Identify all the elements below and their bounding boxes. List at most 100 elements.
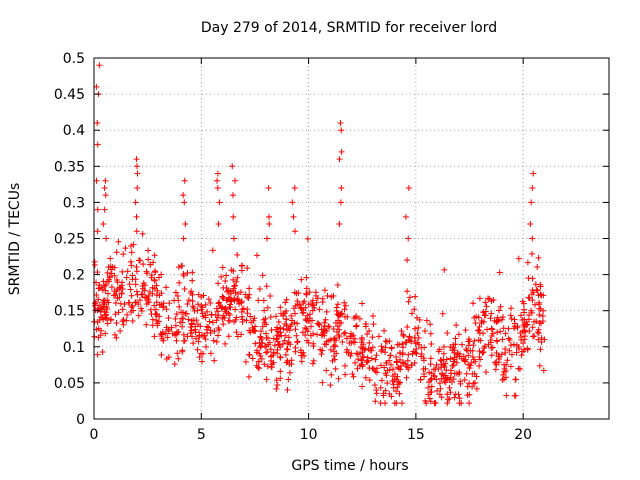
data-point bbox=[222, 340, 229, 347]
data-point bbox=[180, 192, 187, 199]
data-point bbox=[481, 343, 488, 350]
data-point bbox=[283, 307, 290, 314]
y-tick-label: 0.35 bbox=[54, 159, 85, 175]
data-point bbox=[328, 293, 335, 300]
data-point bbox=[371, 382, 378, 389]
data-point bbox=[277, 375, 284, 382]
data-point bbox=[118, 290, 125, 297]
data-point bbox=[447, 367, 454, 374]
data-point bbox=[196, 333, 203, 340]
data-point bbox=[342, 362, 349, 369]
data-point bbox=[388, 393, 395, 400]
data-point bbox=[428, 370, 435, 377]
data-point bbox=[526, 328, 533, 335]
data-point bbox=[369, 344, 376, 351]
data-point bbox=[126, 281, 133, 288]
data-point bbox=[211, 357, 218, 364]
data-point bbox=[394, 341, 401, 348]
data-point bbox=[427, 330, 434, 337]
data-point bbox=[194, 346, 201, 353]
data-point bbox=[342, 329, 349, 336]
data-point bbox=[321, 287, 328, 294]
data-point bbox=[381, 327, 388, 334]
data-point bbox=[243, 317, 250, 324]
data-point bbox=[139, 230, 146, 237]
data-point bbox=[234, 274, 241, 281]
data-point bbox=[185, 316, 192, 323]
data-point bbox=[114, 286, 121, 293]
data-point bbox=[433, 362, 440, 369]
data-point bbox=[316, 322, 323, 329]
data-point bbox=[400, 332, 407, 339]
data-point bbox=[255, 297, 262, 304]
data-point bbox=[418, 351, 425, 358]
data-point bbox=[207, 350, 214, 357]
data-point bbox=[273, 335, 280, 342]
data-point bbox=[361, 346, 368, 353]
data-point bbox=[493, 317, 500, 324]
data-point bbox=[294, 297, 301, 304]
data-point bbox=[273, 377, 280, 384]
data-point bbox=[420, 366, 427, 373]
data-point bbox=[383, 359, 390, 366]
data-point bbox=[122, 245, 129, 252]
data-point bbox=[203, 343, 210, 350]
data-point bbox=[264, 304, 271, 311]
data-point bbox=[338, 127, 345, 134]
y-tick-label: 0.45 bbox=[54, 87, 85, 103]
data-point bbox=[484, 326, 491, 333]
data-point bbox=[148, 274, 155, 281]
data-point bbox=[500, 325, 507, 332]
data-point bbox=[536, 319, 543, 326]
data-point bbox=[277, 344, 284, 351]
data-point bbox=[216, 299, 223, 306]
data-point bbox=[194, 321, 201, 328]
data-point bbox=[494, 329, 501, 336]
data-point bbox=[473, 385, 480, 392]
data-point bbox=[366, 377, 373, 384]
data-point bbox=[471, 379, 478, 386]
data-point bbox=[134, 291, 141, 298]
data-point bbox=[189, 303, 196, 310]
data-point bbox=[403, 363, 410, 370]
data-point bbox=[209, 247, 216, 254]
data-point bbox=[500, 371, 507, 378]
data-point bbox=[309, 317, 316, 324]
data-point bbox=[525, 294, 532, 301]
data-point bbox=[538, 334, 545, 341]
data-point bbox=[496, 307, 503, 314]
data-point bbox=[171, 361, 178, 368]
data-point bbox=[403, 339, 410, 346]
data-point bbox=[495, 353, 502, 360]
data-point bbox=[130, 307, 137, 314]
data-point bbox=[350, 373, 357, 380]
data-point bbox=[124, 268, 131, 275]
data-point bbox=[94, 119, 101, 126]
data-point bbox=[309, 301, 316, 308]
data-point bbox=[364, 330, 371, 337]
data-point bbox=[494, 314, 501, 321]
data-point bbox=[537, 281, 544, 288]
data-point bbox=[179, 315, 186, 322]
data-point bbox=[399, 344, 406, 351]
data-point bbox=[420, 355, 427, 362]
data-point bbox=[324, 292, 331, 299]
data-point bbox=[258, 355, 265, 362]
data-point bbox=[306, 311, 313, 318]
data-point bbox=[225, 294, 232, 301]
data-point bbox=[210, 337, 217, 344]
data-point bbox=[182, 221, 189, 228]
data-point bbox=[381, 364, 388, 371]
data-point bbox=[256, 285, 263, 292]
data-point bbox=[231, 282, 238, 289]
data-point bbox=[158, 290, 165, 297]
data-point bbox=[370, 321, 377, 328]
data-point bbox=[153, 299, 160, 306]
data-point bbox=[497, 303, 504, 310]
data-point bbox=[180, 331, 187, 338]
data-point bbox=[488, 345, 495, 351]
data-point bbox=[529, 235, 536, 242]
data-point bbox=[128, 262, 135, 269]
data-point bbox=[282, 351, 289, 358]
